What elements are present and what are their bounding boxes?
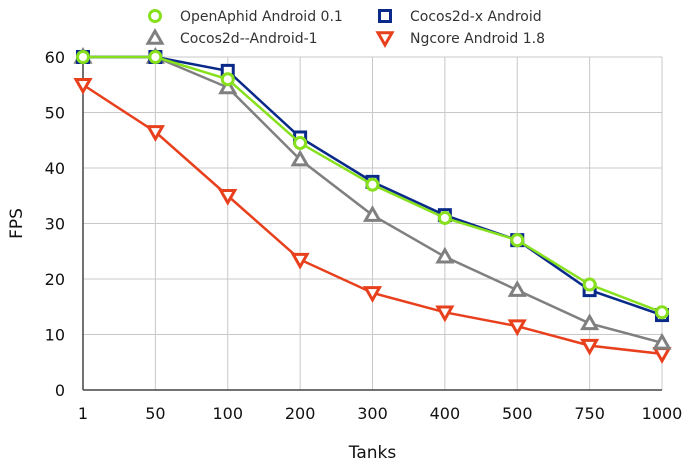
legend-label: Ngcore Android 1.8: [410, 31, 545, 47]
y-axis-title: FPS: [7, 208, 27, 239]
gridlines: [83, 56, 663, 390]
data-point: [290, 149, 310, 167]
data-point: [655, 305, 669, 320]
y-tick-label: 60: [45, 48, 65, 67]
data-point: [507, 319, 527, 337]
y-tick-label: 0: [55, 381, 65, 400]
legend-item: OpenAphid Android 0.1: [148, 9, 343, 25]
y-tick-label: 20: [45, 270, 65, 289]
data-point: [435, 305, 455, 323]
x-tick-label: 300: [357, 404, 388, 423]
x-axis-title: Tanks: [348, 443, 397, 463]
y-tick-label: 40: [45, 159, 65, 178]
x-tick-label: 50: [145, 404, 165, 423]
axes: 0 10 20 30 40 50 60 1 50 100 200 300 400 500 750 1000: [45, 48, 683, 423]
legend-item: Cocos2d--Android-1: [145, 27, 318, 47]
data-point: [652, 347, 672, 364]
data-point: [510, 233, 525, 248]
data-point: [220, 72, 235, 87]
legend-marker-icon: [378, 9, 392, 23]
data-point: [76, 50, 90, 64]
legend-item: Ngcore Android 1.8: [375, 31, 545, 49]
data-point: [145, 125, 165, 142]
data-point: [362, 205, 383, 222]
legend-item: Cocos2d-x Android: [378, 9, 542, 25]
data-point: [218, 189, 238, 206]
legend: OpenAphid Android 0.1 Cocos2d-x Android Co…: [145, 9, 545, 49]
data-point: [290, 252, 310, 270]
data-point: [148, 50, 163, 64]
x-tick-label: 1: [78, 404, 88, 423]
legend-marker-icon: [148, 9, 162, 23]
data-point: [73, 78, 93, 95]
legend-label: Cocos2d--Android-1: [180, 31, 318, 47]
data-point: [365, 177, 380, 192]
legend-label: Cocos2d-x Android: [410, 9, 542, 25]
data-point: [652, 332, 672, 350]
legend-marker-icon: [145, 27, 165, 45]
y-tick-label: 10: [45, 326, 65, 345]
x-tick-label: 400: [430, 404, 461, 423]
data-point: [580, 313, 600, 331]
y-tick-label: 30: [45, 215, 65, 234]
data-point: [507, 280, 527, 297]
data-point: [362, 286, 383, 303]
x-tick-label: 200: [285, 404, 316, 423]
data-point: [580, 338, 600, 356]
data-point: [293, 136, 308, 151]
legend-label: OpenAphid Android 0.1: [180, 9, 343, 25]
legend-marker-icon: [375, 31, 395, 49]
series-ngcore-android-1-8: [73, 78, 672, 364]
data-point: [582, 277, 597, 292]
series-openaphid-android-0-1: [76, 50, 669, 320]
x-tick-label: 100: [212, 404, 243, 423]
data-series: [73, 46, 672, 364]
x-tick-label: 750: [574, 404, 605, 423]
y-tick-label: 50: [45, 104, 65, 123]
x-tick-label: 1000: [642, 404, 683, 423]
x-tick-label: 500: [502, 404, 533, 423]
data-point: [435, 246, 455, 264]
data-point: [437, 210, 452, 225]
data-point: [218, 77, 238, 95]
